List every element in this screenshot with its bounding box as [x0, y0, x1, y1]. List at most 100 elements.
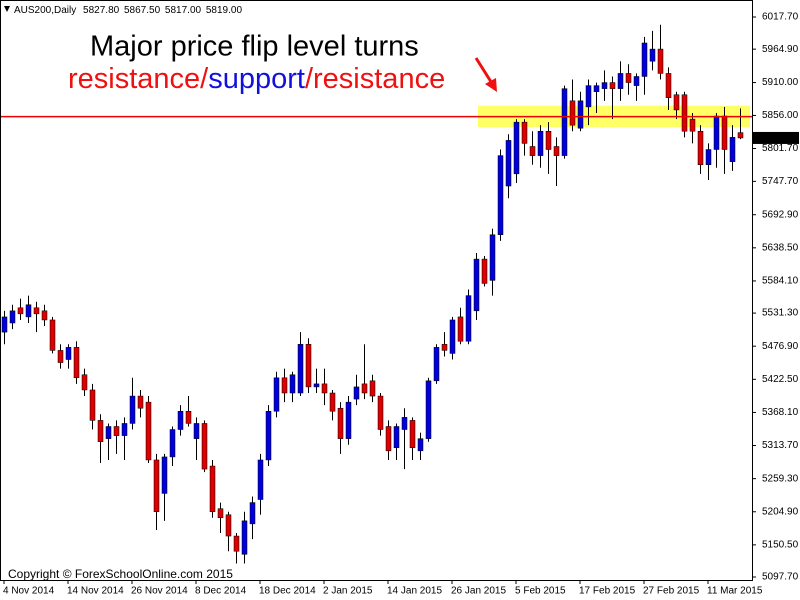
- y-tick-label: 5259.30: [762, 473, 799, 484]
- quote-low: 5817.00: [165, 5, 202, 16]
- candle-body: [305, 344, 312, 388]
- arrow: [474, 57, 497, 92]
- candle-body: [201, 423, 208, 470]
- y-tick-label: 5638.50: [762, 242, 799, 253]
- candle-body: [233, 535, 240, 552]
- x-tick-label: 26 Nov 2014: [131, 586, 188, 597]
- candle-body: [505, 140, 512, 187]
- candle-body: [209, 465, 216, 512]
- x-tick-label: 4 Nov 2014: [3, 586, 55, 597]
- y-tick-label: 5150.50: [762, 540, 799, 551]
- plot-area: [0, 24, 752, 564]
- candle-body: [377, 395, 384, 430]
- x-tick-label: 27 Feb 2015: [643, 586, 700, 597]
- candle-body: [617, 73, 624, 89]
- candle-body: [329, 392, 336, 412]
- candle-body: [345, 401, 352, 439]
- candle-body: [729, 137, 736, 162]
- candle-body: [449, 319, 456, 354]
- candle-body: [489, 234, 496, 281]
- y-tick-label: 5692.90: [762, 209, 799, 220]
- candle-body: [281, 377, 288, 394]
- candle-body: [393, 426, 400, 449]
- y-tick-label: 5964.90: [762, 44, 799, 55]
- annotation-part: resistance/: [68, 63, 209, 95]
- candle-body: [337, 407, 344, 439]
- candle-body: [417, 438, 424, 452]
- candle-body: [681, 94, 688, 132]
- x-tick-label: 8 Dec 2014: [195, 586, 247, 597]
- candle-body: [537, 131, 544, 156]
- candle-body: [1, 316, 8, 333]
- y-tick-label: 5910.00: [762, 77, 799, 88]
- candle-body: [609, 82, 616, 89]
- candle-body: [353, 386, 360, 400]
- candle-body: [265, 411, 272, 461]
- candle-body: [89, 389, 96, 421]
- candle-body: [97, 420, 104, 442]
- candle-body: [177, 411, 184, 430]
- candle-body: [225, 514, 232, 537]
- candle-body: [169, 429, 176, 458]
- candle-body: [665, 73, 672, 99]
- candle-body: [313, 383, 320, 388]
- candle-body: [289, 374, 296, 394]
- candle-body: [641, 42, 648, 77]
- candle-body: [625, 73, 632, 83]
- last-price-box: [753, 131, 799, 144]
- candle-body: [17, 307, 24, 315]
- candle-body: [593, 85, 600, 92]
- candle-body: [649, 48, 656, 62]
- candle-body: [545, 131, 552, 150]
- candle-body: [705, 149, 712, 165]
- header: AUS200,Daily 5827.80 5867.50 5817.00 581…: [14, 5, 242, 16]
- candle-body: [529, 146, 536, 156]
- candle-body: [81, 374, 88, 391]
- annotation-line: resistance/support/resistance: [68, 63, 445, 95]
- candle-body: [241, 520, 248, 555]
- candle-body: [713, 115, 720, 150]
- x-tick-label: 17 Feb 2015: [579, 586, 636, 597]
- candle-body: [369, 380, 376, 397]
- quote-high: 5867.50: [124, 5, 161, 16]
- candle-body: [57, 350, 64, 363]
- copyright: Copyright © ForexSchoolOnline.com 2015: [8, 567, 233, 581]
- symbol: AUS200,Daily: [14, 5, 76, 16]
- candle-body: [481, 258, 488, 284]
- candle-body: [473, 258, 480, 312]
- candle-body: [673, 94, 680, 111]
- candle-body: [361, 383, 368, 394]
- candle-body: [577, 100, 584, 129]
- symbol-icon: [4, 6, 10, 12]
- y-tick-label: 5584.10: [762, 276, 799, 287]
- x-tick-label: 5 Feb 2015: [515, 586, 566, 597]
- candle-body: [553, 146, 560, 156]
- candle-body: [385, 426, 392, 452]
- candle-body: [153, 459, 160, 512]
- candle-body: [105, 426, 112, 439]
- y-tick-label: 5097.70: [762, 572, 799, 583]
- annotation-part: /resistance: [305, 63, 445, 95]
- candle-body: [497, 155, 504, 235]
- x-tick-label: 26 Jan 2015: [451, 586, 506, 597]
- candle-body: [657, 48, 664, 74]
- x-tick-label: 18 Dec 2014: [259, 586, 316, 597]
- y-tick-label: 5476.90: [762, 341, 799, 352]
- y-tick-label: 5313.70: [762, 440, 799, 451]
- plot-frame: [0, 0, 753, 581]
- y-tick-label: 5801.70: [762, 143, 799, 154]
- last-price-label: 5819.00: [761, 133, 798, 144]
- candle-body: [145, 401, 152, 461]
- candle-body: [441, 344, 448, 351]
- candle-body: [73, 347, 80, 379]
- candle-body: [585, 85, 592, 108]
- candle-body: [217, 508, 224, 519]
- candle-body: [273, 377, 280, 412]
- candle-body: [401, 417, 408, 430]
- candle-body: [601, 82, 608, 89]
- candle-body: [41, 310, 48, 321]
- y-tick-label: 5204.90: [762, 506, 799, 517]
- candle-body: [257, 459, 264, 500]
- x-tick-label: 14 Jan 2015: [387, 586, 442, 597]
